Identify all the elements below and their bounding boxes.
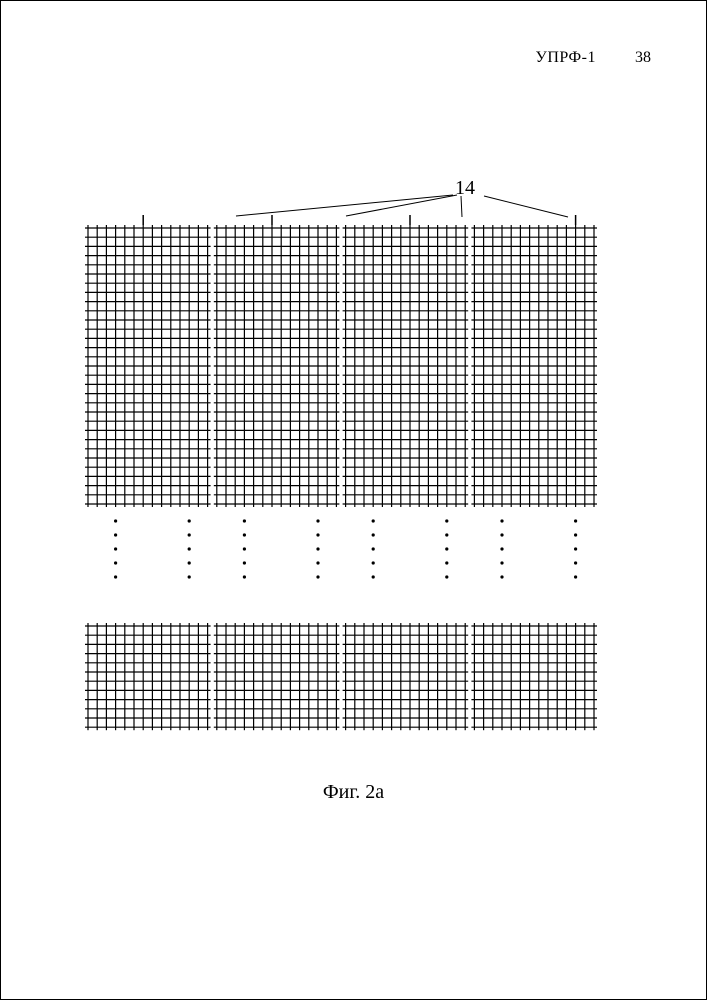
page-frame: УПРФ-1 38 14 Фиг. 2a bbox=[0, 0, 707, 1000]
figure-caption: Фиг. 2a bbox=[1, 781, 706, 804]
figure-svg bbox=[1, 1, 707, 1001]
